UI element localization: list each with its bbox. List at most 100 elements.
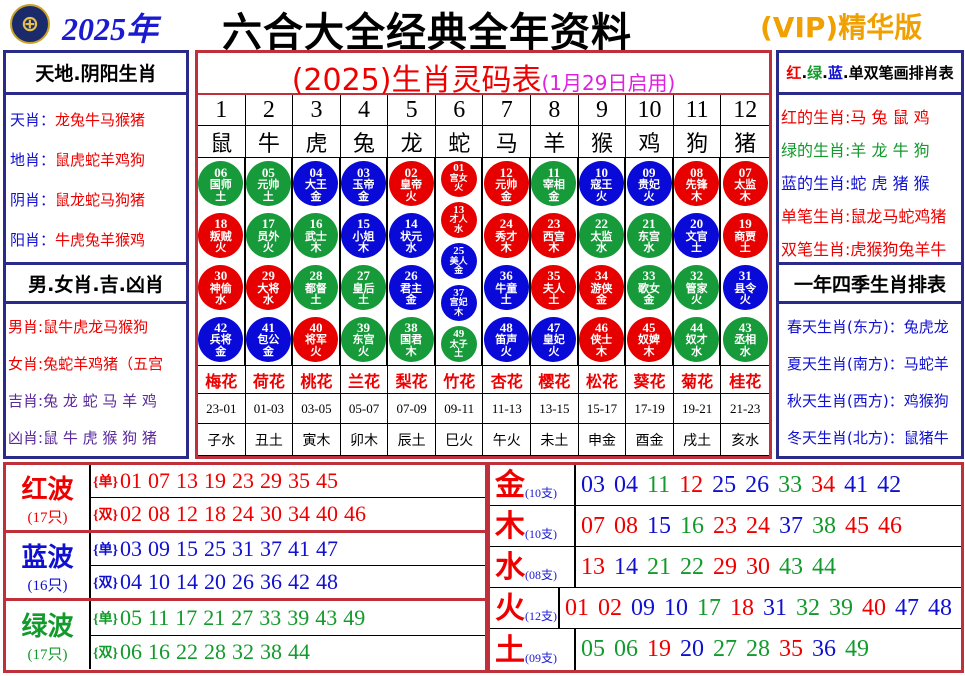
wave-number: 15 [176, 536, 199, 561]
zodiac-number: 11 [673, 95, 722, 126]
ball-element: 水 [739, 344, 751, 358]
element-numbers: 05 06 19 20 27 28 35 36 49 [576, 629, 961, 670]
list-item-key: 秋天生肖(西方)： [787, 392, 904, 410]
list-item-value: 兔虎龙 [903, 318, 949, 336]
ball-title: 国君 [400, 333, 423, 347]
element-number: 40 [862, 594, 886, 621]
ball-column: 12 元帅金 24 秀才木 36 牛童土 48 笛声火 [483, 158, 532, 366]
list-item-value: 兔蛇羊鸡猪（五宫 [43, 355, 164, 373]
ball-number: 16 [309, 216, 323, 232]
branch-row: 子水 丑土 寅木 卯木 辰土 巳火 午火 未土 申金 酉金 戌土 亥水 [198, 424, 769, 456]
ball-title: 奴婢 [638, 333, 661, 347]
wave-number: 13 [176, 468, 199, 493]
wave-number: 49 [343, 604, 366, 630]
time-range: 15-17 [578, 394, 627, 424]
list-item: 吉肖: 兔 龙 蛇 马 羊 鸡 [6, 382, 186, 419]
ball-element: 水 [595, 241, 607, 255]
wave-number: 44 [288, 639, 311, 665]
zodiac-name: 狗 [673, 126, 722, 158]
wave-number: 34 [288, 501, 311, 526]
ball-number: 49 [453, 328, 465, 341]
male-female-lucky-title: 男.女肖.吉.凶肖 [6, 262, 186, 304]
title-part: 绿 [807, 64, 823, 82]
five-elements-table: 金 (10支) 03 04 11 12 25 26 33 34 41 42 木 (10支) 07 08 15 16… [487, 462, 964, 673]
list-item: 秋天生肖(西方)： 鸡猴狗 [779, 382, 961, 419]
earthly-branch: 酉金 [626, 424, 674, 456]
ball-number: 29 [261, 268, 275, 283]
element-name: 土 [495, 633, 525, 668]
element-name: 金 [495, 468, 525, 503]
ball-column: 02 皇帝火 14 状元水 26 君主金 38 国君木 [388, 158, 436, 366]
number-ball: 12 元帅金 [483, 161, 529, 207]
ball-column: 10 寇王火 22 太监水 34 游侠金 46 侠士木 [578, 158, 627, 366]
ball-column: 07 太监木 19 商贾土 31 县令火 43 丞相水 [721, 158, 769, 366]
odd-even-tag: {单} [93, 475, 119, 490]
ball-title: 国师 [209, 178, 232, 192]
ball-element: 水 [643, 241, 655, 255]
ball-number: 36 [499, 268, 513, 283]
wave-name: 红波 [21, 474, 74, 505]
ball-title: 兵将 [209, 333, 232, 347]
ball-element: 火 [643, 189, 655, 203]
ball-number: 41 [261, 319, 275, 335]
ball-element: 火 [310, 344, 322, 358]
ball-number: 19 [738, 216, 752, 232]
earthly-branch: 亥水 [721, 424, 769, 456]
element-number: 20 [680, 636, 704, 662]
title-part: . [822, 63, 828, 82]
number-ball: 31 县令火 [722, 264, 768, 310]
element-number: 24 [746, 512, 770, 539]
element-number: 29 [713, 553, 737, 580]
time-range: 07-09 [388, 394, 436, 424]
wave-row: {单} 01 07 13 19 23 29 35 45 [91, 465, 485, 498]
ball-title: 元帅 [257, 178, 280, 192]
list-item-value: 鼠牛虎龙马猴狗 [43, 318, 149, 336]
element-numbers: 01 02 09 10 17 18 31 32 39 40 47 48 [560, 588, 961, 628]
number-ball: 02 皇帝火 [388, 161, 434, 207]
ball-number: 40 [309, 319, 323, 335]
time-range: 21-23 [721, 394, 769, 424]
earthly-branch: 申金 [578, 424, 627, 456]
number-ball: 15 小姐木 [341, 213, 387, 259]
zodiac-name: 猪 [721, 126, 769, 158]
ball-number: 39 [357, 319, 371, 335]
ball-number: 38 [404, 319, 418, 335]
wave-number: 26 [232, 569, 255, 594]
flower-row: 梅花 荷花 桃花 兰花 梨花 竹花 杏花 樱花 松花 葵花 菊花 桂花 [198, 366, 769, 394]
ball-element: 木 [595, 344, 607, 358]
ball-element: 土 [262, 189, 274, 203]
number-ball: 21 东宫水 [626, 213, 672, 259]
zodiac-name: 虎 [293, 126, 341, 158]
wave-number: 35 [288, 468, 311, 493]
ball-element: 火 [595, 189, 607, 203]
ball-title: 皇帝 [400, 178, 423, 192]
number-ball: 22 太监水 [578, 213, 624, 259]
ball-number: 05 [261, 164, 275, 180]
ball-title: 包公 [257, 333, 280, 347]
wave-number: 18 [204, 501, 227, 526]
list-item-value: 牛虎兔羊猴鸡 [55, 230, 146, 249]
wave-row: {双} 04 10 14 20 26 36 42 48 [91, 566, 485, 598]
number-ball: 23 西宫木 [531, 213, 577, 259]
element-number: 10 [664, 594, 688, 621]
number-ball: 08 先锋木 [674, 161, 720, 207]
number-ball: 40 将军火 [293, 316, 339, 362]
zodiac-name: 龙 [388, 126, 436, 158]
earthly-branch: 午火 [483, 424, 532, 456]
ball-number: 35 [547, 268, 561, 283]
ball-title: 太监 [590, 229, 613, 243]
ball-title: 神偷 [209, 281, 232, 295]
element-number: 42 [877, 471, 902, 498]
number-ball: 16 武士木 [293, 213, 339, 259]
number-ball: 48 笛声火 [483, 316, 529, 362]
list-item-value: 鼠龙马蛇鸡猪 [850, 206, 947, 226]
four-seasons-list: 春天生肖(东方)： 兔虎龙 夏天生肖(南方)： 马蛇羊 秋天生肖(西方)： 鸡猴狗 冬天生肖… [779, 304, 961, 456]
number-ball: 39 东宫火 [341, 316, 387, 362]
ball-element: 火 [548, 344, 560, 358]
element-number: 32 [796, 594, 820, 621]
number-ball: 47 皇妃火 [531, 316, 577, 362]
zodiac-row: 鼠牛虎兔龙蛇马羊猴鸡狗猪 [198, 126, 769, 158]
element-number: 37 [779, 512, 803, 539]
wave-number: 03 [120, 536, 143, 561]
ball-number: 46 [594, 319, 608, 335]
